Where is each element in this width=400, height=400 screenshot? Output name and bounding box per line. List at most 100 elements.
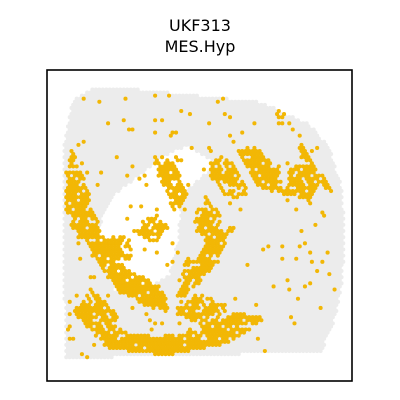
tissue-spot xyxy=(71,293,76,298)
tissue-spot xyxy=(240,259,245,264)
tissue-spot xyxy=(290,305,295,311)
tissue-spot xyxy=(165,108,170,114)
tissue-spot xyxy=(221,145,226,151)
tissue-spot xyxy=(273,139,278,144)
tissue-spot xyxy=(102,133,107,138)
tissue-spot xyxy=(146,327,151,332)
tissue-spot xyxy=(280,232,285,237)
tissue-spot xyxy=(226,155,231,160)
tissue-spot xyxy=(79,167,84,172)
tissue-spot xyxy=(273,287,278,292)
tissue-spot xyxy=(88,145,93,151)
tissue-spot xyxy=(180,235,186,240)
tissue-spot xyxy=(259,299,264,304)
tissue-spot xyxy=(236,99,241,104)
highlighted-spot xyxy=(144,182,149,187)
tissue-spot xyxy=(306,148,311,154)
tissue-spot xyxy=(219,241,224,246)
tissue-spot xyxy=(160,99,165,104)
tissue-spot xyxy=(238,102,243,107)
tissue-spot xyxy=(210,324,215,329)
tissue-spot xyxy=(72,333,78,338)
highlighted-spot xyxy=(168,164,173,169)
tissue-spot xyxy=(154,145,159,151)
tissue-spot xyxy=(311,133,316,138)
tissue-spot xyxy=(65,309,71,314)
tissue-spot xyxy=(222,210,227,215)
tissue-spot xyxy=(193,145,198,151)
highlighted-spot xyxy=(252,164,257,169)
tissue-spot xyxy=(222,247,227,252)
tissue-spot xyxy=(118,179,123,184)
tissue-spot xyxy=(74,318,79,323)
tissue-spot xyxy=(128,124,133,129)
tissue-spot xyxy=(255,342,260,347)
tissue-spot xyxy=(139,99,144,104)
tissue-spot xyxy=(158,152,163,157)
tissue-spot xyxy=(226,284,231,289)
tissue-spot xyxy=(172,293,177,298)
tissue-spot xyxy=(325,152,330,157)
tissue-spot xyxy=(62,198,67,203)
tissue-spot xyxy=(261,118,266,123)
tissue-spot xyxy=(278,210,283,215)
tissue-spot xyxy=(106,281,111,286)
tissue-spot xyxy=(189,207,194,212)
tissue-spot xyxy=(295,272,301,277)
tissue-spot xyxy=(288,284,294,289)
tissue-spot xyxy=(266,281,271,286)
highlighted-spot xyxy=(292,167,297,172)
tissue-spot xyxy=(114,124,119,129)
tissue-spot xyxy=(116,336,121,341)
highlighted-spot xyxy=(74,201,79,206)
tissue-spot xyxy=(74,275,79,280)
highlighted-spot xyxy=(173,130,179,135)
tissue-spot xyxy=(276,305,281,311)
tissue-spot xyxy=(170,105,175,110)
tissue-spot xyxy=(106,133,111,138)
tissue-spot xyxy=(252,262,257,267)
tissue-spot xyxy=(323,309,328,314)
tissue-spot xyxy=(186,127,191,132)
tissue-spot xyxy=(92,188,97,194)
tissue-spot xyxy=(92,207,97,212)
tissue-spot xyxy=(79,155,84,160)
tissue-spot xyxy=(214,269,219,274)
tissue-spot xyxy=(78,293,83,298)
tissue-spot xyxy=(92,287,97,292)
tissue-spot xyxy=(304,127,309,132)
tissue-spot xyxy=(72,352,78,357)
tissue-spot xyxy=(67,330,72,335)
tissue-spot xyxy=(287,127,292,132)
tissue-spot xyxy=(99,164,104,169)
tissue-spot xyxy=(245,342,250,347)
highlighted-spot xyxy=(229,173,234,178)
highlighted-spot xyxy=(306,192,311,197)
tissue-spot xyxy=(308,207,313,212)
tissue-spot xyxy=(243,278,248,283)
tissue-spot xyxy=(88,195,93,200)
tissue-spot xyxy=(304,121,309,126)
tissue-spot xyxy=(266,115,271,120)
tissue-spot xyxy=(71,275,76,280)
tissue-spot xyxy=(227,158,233,163)
highlighted-spot xyxy=(208,204,213,209)
tissue-spot xyxy=(64,330,69,335)
tissue-spot xyxy=(315,213,320,218)
highlighted-spot xyxy=(229,161,234,166)
tissue-spot xyxy=(100,93,105,98)
highlighted-spot xyxy=(175,158,180,163)
tissue-spot xyxy=(139,105,144,110)
tissue-spot xyxy=(276,244,281,249)
tissue-spot xyxy=(309,229,314,234)
tissue-spot xyxy=(212,124,217,129)
tissue-spot xyxy=(281,179,287,184)
tissue-spot xyxy=(311,244,316,249)
tissue-spot xyxy=(273,145,278,151)
tissue-spot xyxy=(163,136,168,141)
tissue-spot xyxy=(231,219,236,224)
highlighted-spot xyxy=(81,207,86,212)
tissue-spot xyxy=(99,176,104,181)
tissue-spot xyxy=(266,293,271,298)
tissue-spot xyxy=(107,93,112,98)
